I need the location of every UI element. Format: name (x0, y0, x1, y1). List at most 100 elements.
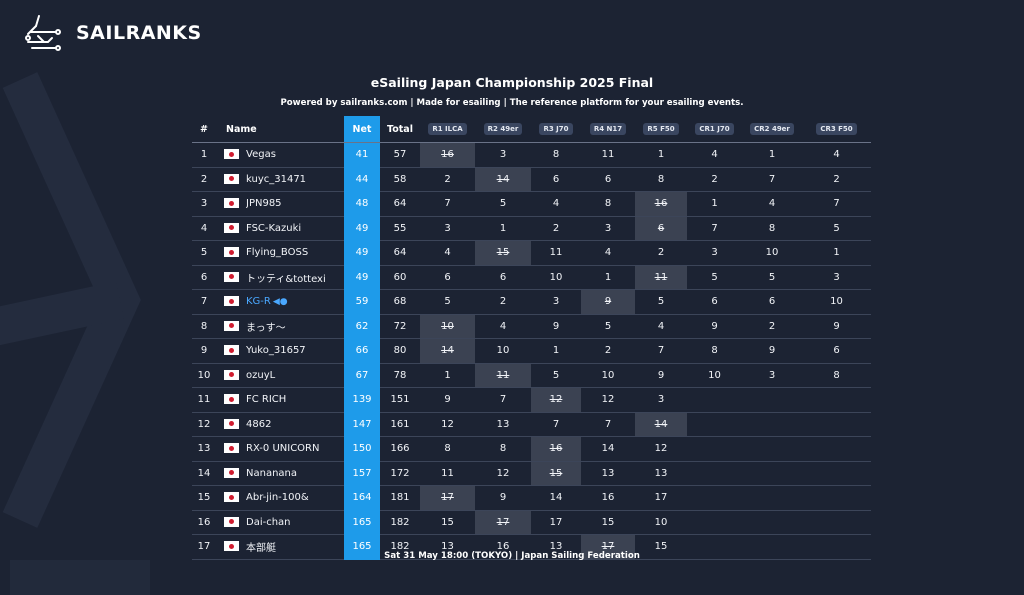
race-score-value: 11 (441, 467, 454, 479)
sailor-name-cell[interactable]: Dai-chan (246, 510, 344, 535)
table-row[interactable]: 15 Abr-jin-100& 164 181 17 9 14 16 17 (192, 485, 871, 511)
table-row[interactable]: 14 Nananana 157 172 11 12 15 13 13 (192, 461, 871, 486)
japan-flag-icon (224, 222, 239, 233)
sailor-name-cell[interactable]: RX-0 UNICORN (246, 436, 344, 462)
sailor-name[interactable]: Nananana (246, 467, 298, 479)
race-score-value: 4 (833, 149, 840, 161)
race-score (802, 510, 871, 535)
sailor-name[interactable]: 本部艇 (246, 543, 276, 555)
japan-flag-icon (224, 394, 239, 405)
sailor-name-cell[interactable]: FC RICH (246, 387, 344, 413)
race-header[interactable]: R2 49er (475, 116, 531, 143)
table-row[interactable]: 2 kuyc_31471 44 58 2 14 6 6 8 2 7 2 (192, 167, 871, 192)
sailor-name[interactable]: ozuyL (246, 369, 276, 381)
dropped-race-score: 14 (475, 167, 531, 192)
table-row[interactable]: 5 Flying_BOSS 49 64 4 15 11 4 2 3 10 1 (192, 240, 871, 266)
race-score-value: 8 (657, 173, 665, 185)
sailor-name[interactable]: まっす〜 (246, 322, 286, 334)
race-score-value: 7 (604, 418, 612, 430)
race-score: 1 (581, 265, 635, 290)
table-row[interactable]: 16 Dai-chan 165 182 15 17 17 15 10 (192, 510, 871, 535)
table-row[interactable]: 8 まっす〜 62 72 10 4 9 5 4 9 2 9 (192, 314, 871, 339)
sailor-name[interactable]: KG-R (246, 296, 271, 308)
sailor-name[interactable]: FSC-Kazuki (246, 222, 302, 234)
sailor-name-cell[interactable]: kuyc_31471 (246, 167, 344, 192)
table-row[interactable]: 10 ozuyL 67 78 1 11 5 10 9 10 3 8 (192, 363, 871, 388)
sailor-name-cell[interactable]: 本部艇 (246, 534, 344, 560)
race-header[interactable]: CR1 J70 (687, 116, 742, 143)
sailor-name[interactable]: JPN985 (246, 198, 282, 210)
table-row[interactable]: 12 4862 147 161 12 13 7 7 14 (192, 412, 871, 437)
race-score: 7 (531, 412, 581, 437)
brand[interactable]: SAILRANKS (22, 12, 202, 54)
sailor-name-cell[interactable]: FSC-Kazuki (246, 216, 344, 241)
total-score-cell: 55 (380, 216, 420, 241)
japan-flag-icon (224, 467, 239, 478)
sailor-name[interactable]: トッティ&tottexi (246, 273, 326, 285)
sailor-name[interactable]: Abr-jin-100& (246, 492, 309, 504)
sailor-name-cell[interactable]: トッティ&tottexi (246, 265, 344, 290)
flag-cell (216, 314, 246, 339)
sailor-name-cell[interactable]: 4862 (246, 412, 344, 437)
race-score: 13 (420, 534, 475, 560)
sailor-name-cell[interactable]: ozuyL (246, 363, 344, 388)
sailor-name[interactable]: RX-0 UNICORN (246, 443, 320, 455)
table-row[interactable]: 13 RX-0 UNICORN 150 166 8 8 16 14 12 (192, 436, 871, 462)
flag-cell (216, 412, 246, 437)
table-row[interactable]: 9 Yuko_31657 66 80 14 10 1 2 7 8 9 6 (192, 338, 871, 364)
race-score: 2 (475, 289, 531, 315)
race-score (742, 387, 802, 413)
net-score-cell: 48 (344, 191, 380, 217)
race-score: 8 (475, 436, 531, 462)
sailor-name-cell[interactable]: まっす〜 (246, 314, 344, 339)
table-row[interactable]: 11 FC RICH 139 151 9 7 12 12 3 (192, 387, 871, 413)
race-score: 2 (531, 216, 581, 241)
race-score-value: 3 (444, 222, 451, 234)
table-row[interactable]: 1 Vegas 41 57 16 3 8 11 1 4 1 4 (192, 142, 871, 168)
sailor-name[interactable]: Dai-chan (246, 516, 291, 528)
sailor-name[interactable]: Vegas (246, 149, 276, 161)
race-score (742, 534, 802, 560)
race-score-value: 10 (496, 345, 510, 357)
race-score: 13 (531, 534, 581, 560)
table-row[interactable]: 3 JPN985 48 64 7 5 4 8 16 1 4 7 (192, 191, 871, 217)
net-score-cell: 147 (344, 412, 380, 437)
total-score-cell: 182 (380, 510, 420, 535)
table-row[interactable]: 4 FSC-Kazuki 49 55 3 1 2 3 6 7 8 5 (192, 216, 871, 241)
race-header[interactable]: CR3 F50 (802, 116, 871, 143)
total-header[interactable]: Total (387, 123, 413, 135)
sailor-name[interactable]: Yuko_31657 (246, 345, 306, 357)
race-header[interactable]: CR2 49er (742, 116, 802, 143)
table-row[interactable]: 7 KG-R ◀● 59 68 5 2 3 9 5 6 6 10 (192, 289, 871, 315)
race-header[interactable]: R5 F50 (635, 116, 687, 143)
race-score-value: 4 (444, 247, 451, 259)
race-score: 14 (581, 436, 635, 462)
sailor-name-cell[interactable]: Vegas (246, 142, 344, 168)
sailranks-logo-icon (25, 15, 61, 51)
race-header[interactable]: R3 J70 (531, 116, 581, 143)
race-score-value: 6 (444, 271, 451, 283)
race-score-value: 17 (549, 516, 563, 528)
race-score-value: 1 (657, 149, 665, 161)
race-score-value: 6 (499, 271, 507, 283)
sailor-name[interactable]: Flying_BOSS (246, 247, 309, 259)
race-header[interactable]: R4 N17 (581, 116, 635, 143)
sailor-name-cell[interactable]: Nananana (246, 461, 344, 486)
race-score: 7 (687, 216, 742, 241)
table-row[interactable]: 17 本部艇 165 182 13 16 13 17 15 (192, 534, 871, 560)
net-header[interactable]: Net (344, 116, 380, 143)
sailor-name-cell[interactable]: KG-R ◀● (246, 289, 344, 315)
sailor-name-cell[interactable]: Flying_BOSS (246, 240, 344, 266)
race-score: 13 (635, 461, 687, 486)
sailor-name[interactable]: kuyc_31471 (246, 173, 307, 185)
sailor-name[interactable]: FC RICH (246, 394, 287, 406)
table-row[interactable]: 6 トッティ&tottexi 49 60 6 6 10 1 11 5 5 3 (192, 265, 871, 290)
race-score-value: 9 (657, 369, 665, 381)
sailor-name[interactable]: 4862 (246, 418, 272, 430)
race-header[interactable]: R1 ILCA (420, 116, 475, 143)
race-score: 1 (802, 240, 871, 266)
sailor-name-cell[interactable]: Abr-jin-100& (246, 485, 344, 511)
sailor-name-cell[interactable]: JPN985 (246, 191, 344, 217)
sailor-name-cell[interactable]: Yuko_31657 (246, 338, 344, 364)
race-score-value: 16 (441, 149, 454, 161)
